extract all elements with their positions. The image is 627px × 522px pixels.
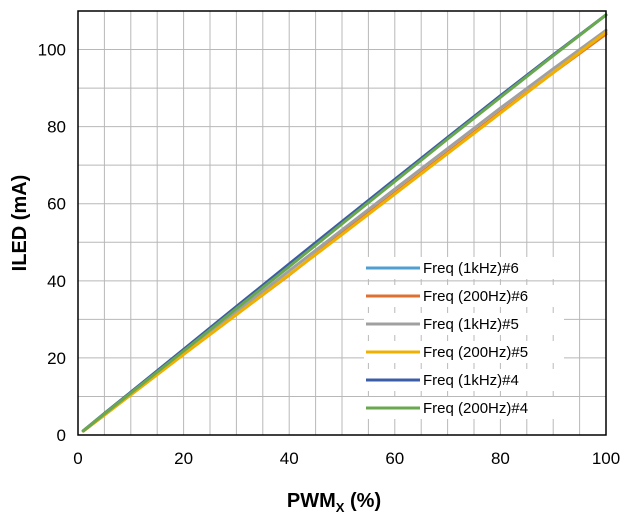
x-tick-label: 80 xyxy=(491,449,510,468)
y-tick-labels: 0 20 40 60 80 100 xyxy=(38,41,66,445)
y-tick-label: 40 xyxy=(47,272,66,291)
legend-label-4: Freq (200Hz)#5 xyxy=(423,344,528,361)
y-tick-label: 100 xyxy=(38,41,66,60)
y-tick-label: 80 xyxy=(47,118,66,137)
x-axis-title: PWMX (%) xyxy=(287,490,381,515)
x-tick-labels: 0 20 40 60 80 100 xyxy=(73,449,620,468)
legend-label-5: Freq (1kHz)#4 xyxy=(423,372,519,389)
legend-label-3: Freq (1kHz)#5 xyxy=(423,316,519,333)
x-tick-label: 60 xyxy=(385,449,404,468)
plot-border xyxy=(77,10,607,436)
y-tick-label: 60 xyxy=(47,195,66,214)
x-axis-title-main: PWM xyxy=(287,490,336,512)
series-line-6 xyxy=(81,13,608,433)
y-tick-label: 0 xyxy=(57,426,66,445)
legend-label-6: Freq (200Hz)#4 xyxy=(423,400,528,417)
legend-entry-background xyxy=(364,257,564,279)
x-tick-label: 100 xyxy=(592,449,620,468)
x-tick-label: 0 xyxy=(73,449,82,468)
y-tick-label: 20 xyxy=(47,349,66,368)
legend-entry-background xyxy=(364,397,564,419)
legend-entry-background xyxy=(364,285,564,307)
x-axis-title-subscript: X xyxy=(336,500,345,515)
y-axis-title: ILED (mA) xyxy=(9,175,31,272)
legend-entry-background xyxy=(364,341,564,363)
x-tick-label: 20 xyxy=(174,449,193,468)
legend-entry-background xyxy=(364,313,564,335)
legend-label-1: Freq (1kHz)#6 xyxy=(423,260,519,277)
x-tick-label: 40 xyxy=(280,449,299,468)
legend-entry-background xyxy=(364,369,564,391)
x-axis-title-suffix: (%) xyxy=(344,490,381,512)
legend: Freq (1kHz)#6 Freq (200Hz)#6 Freq (1kHz)#5… xyxy=(364,257,564,419)
series-lines xyxy=(81,13,608,433)
legend-label-2: Freq (200Hz)#6 xyxy=(423,288,528,305)
